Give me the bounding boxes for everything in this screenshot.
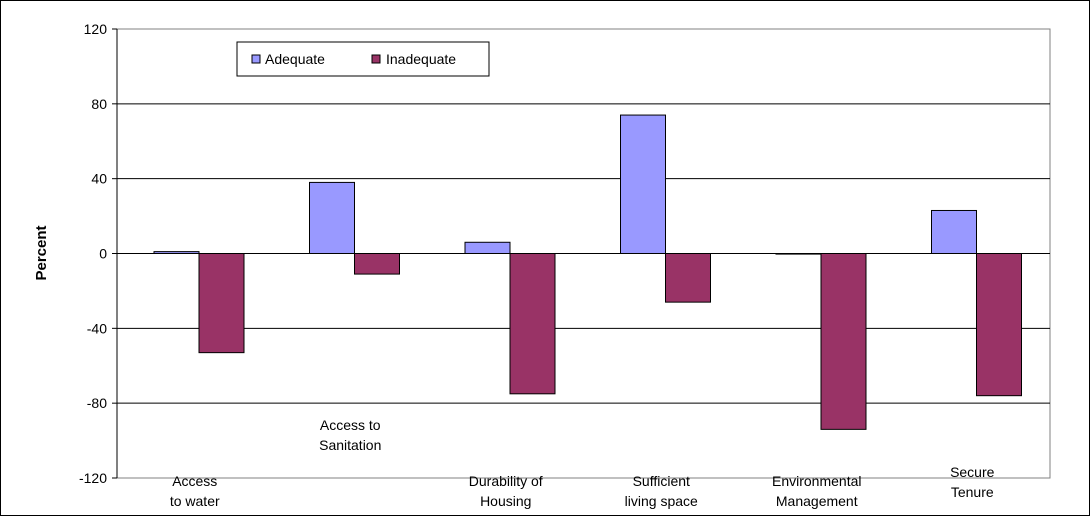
y-tick-label: 40	[91, 171, 107, 187]
y-axis-title: Percent	[33, 225, 50, 280]
legend: Adequate Inadequate	[236, 41, 490, 77]
axes	[112, 28, 1050, 479]
x-category-labels: Access to water Access to Sanitation Durabil…	[170, 417, 995, 509]
y-tick-label: -80	[87, 395, 107, 411]
bar-adequate-5	[931, 209, 977, 255]
legend-box	[236, 41, 490, 77]
x-category-label: Sufficient living space	[625, 473, 698, 509]
x-category-label-line: Environmental	[772, 473, 862, 489]
bar-adequate-3	[620, 114, 666, 254]
x-category-label-line: Access	[172, 473, 217, 489]
bar-inadequate-4	[820, 253, 867, 430]
y-tick-label: -40	[87, 320, 107, 336]
x-category-label-line: Secure	[950, 464, 995, 480]
bar-adequate-1	[309, 181, 355, 255]
x-category-label-line: Housing	[480, 493, 531, 509]
bar-inadequate-2	[509, 253, 556, 395]
bar-inadequate-3	[665, 253, 711, 303]
bar-inadequate-5	[976, 253, 1022, 397]
x-category-label-line: Access to	[320, 417, 381, 433]
bar-inadequate-0	[198, 253, 245, 354]
x-category-label-line: Sufficient	[633, 473, 690, 489]
x-category-label: Environmental Management	[772, 473, 862, 509]
x-category-label-line: Sanitation	[319, 437, 381, 453]
x-category-label: Access to water	[170, 473, 220, 509]
x-category-label-line: Tenure	[951, 484, 994, 500]
y-tick-label: -120	[79, 470, 107, 486]
y-tick-label: 80	[91, 96, 107, 112]
y-tick-label: 0	[99, 246, 107, 262]
x-category-label: Access to Sanitation	[319, 417, 381, 453]
legend-swatch-adequate	[251, 54, 261, 64]
x-category-label: Durability of Housing	[469, 473, 543, 509]
y-tick-label: 120	[84, 21, 108, 37]
x-category-label-line: to water	[170, 493, 220, 509]
bar-inadequate-1	[354, 253, 400, 275]
legend-swatch-inadequate	[371, 54, 381, 64]
legend-label-adequate: Adequate	[265, 51, 325, 67]
x-category-label: Secure Tenure	[950, 464, 995, 500]
legend-label-inadequate: Inadequate	[386, 51, 456, 67]
x-category-label-line: Durability of	[469, 473, 543, 489]
y-tick-labels: 120 80 40 0 -40 -80 -120	[79, 21, 107, 486]
x-category-label-line: Management	[776, 493, 858, 509]
x-category-label-line: living space	[625, 493, 698, 509]
bar-adequate-2	[464, 241, 511, 254]
